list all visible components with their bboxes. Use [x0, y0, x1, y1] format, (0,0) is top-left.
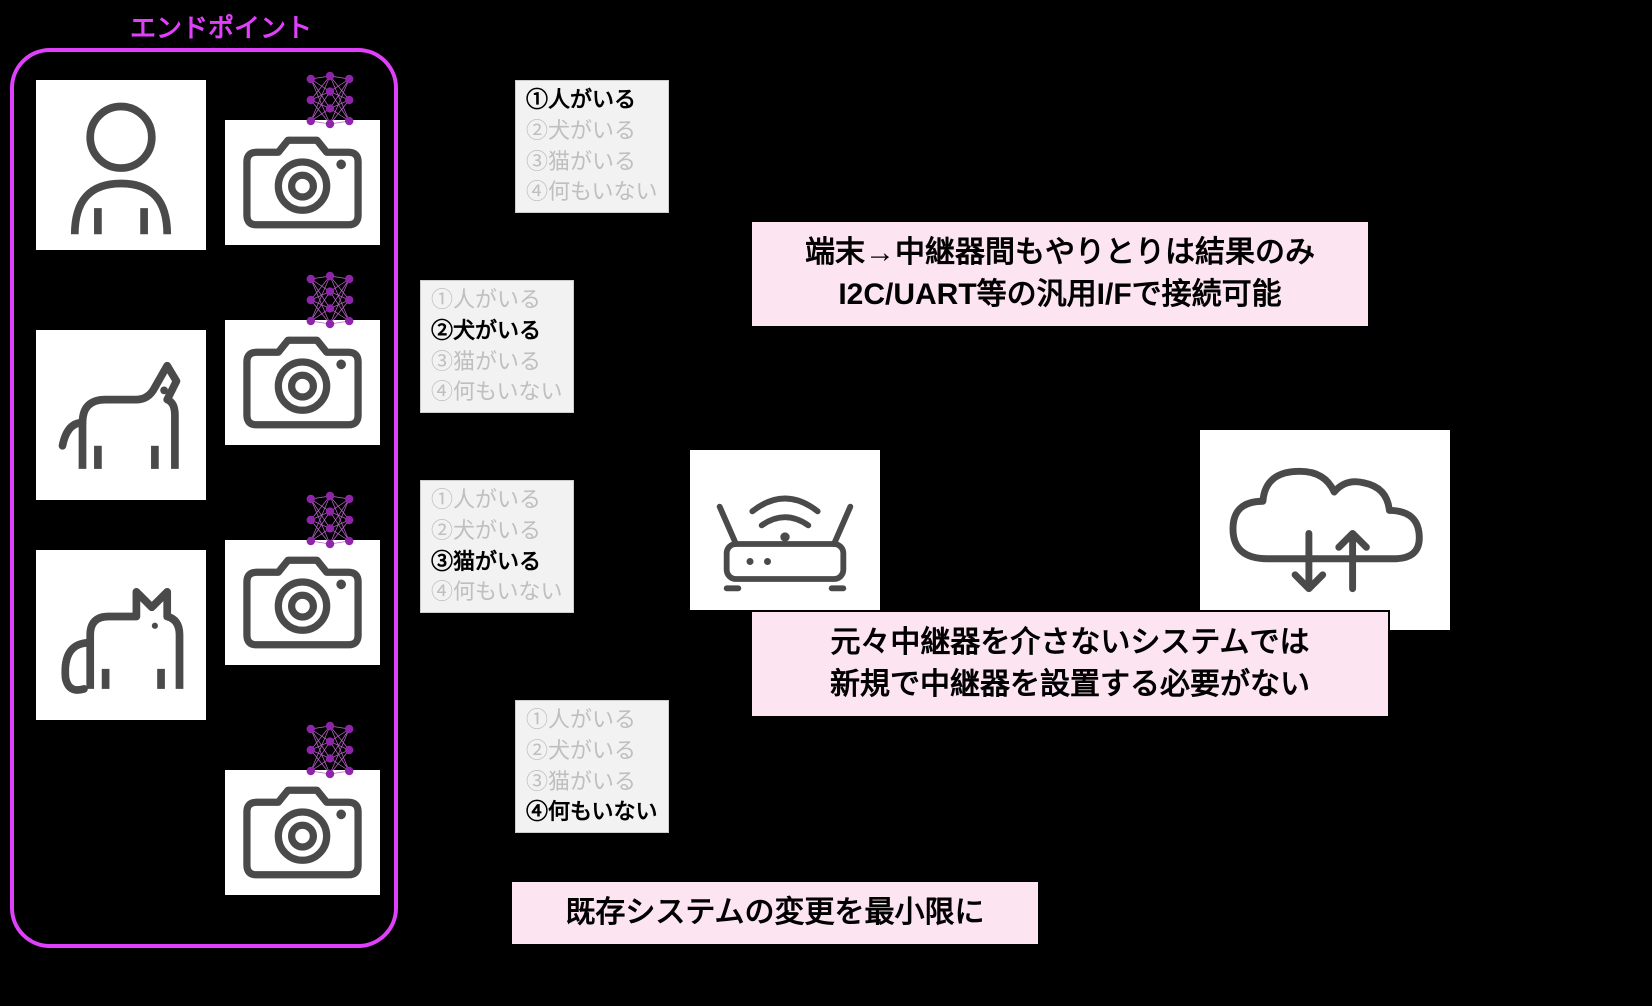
detection-option: ①人がいる — [526, 85, 658, 116]
callout-text: 新規で中継器を設置する必要がない — [830, 668, 1310, 701]
detection-option: ③猫がいる — [431, 347, 563, 378]
detection-option: ②犬がいる — [526, 116, 658, 147]
camera-icon — [225, 320, 380, 445]
detection-option: ④何もいない — [431, 377, 563, 408]
dog-icon — [36, 330, 206, 500]
callout-mid: 元々中継器を介さないシステムでは新規で中継器を設置する必要がない — [750, 610, 1390, 718]
detection-option: ④何もいない — [431, 577, 563, 608]
neural-net-icon — [290, 490, 370, 550]
camera-icon — [225, 770, 380, 895]
cat-icon — [36, 550, 206, 720]
detection-result-box: ①人がいる②犬がいる③猫がいる④何もいない — [515, 700, 669, 833]
camera-icon — [225, 120, 380, 245]
detection-option: ④何もいない — [526, 797, 658, 828]
callout-bottom: 既存システムの変更を最小限に — [510, 880, 1040, 946]
callout-text: 端末→中継器間もやりとりは結果のみ — [805, 236, 1315, 269]
cloud-icon — [1200, 430, 1450, 630]
detection-option: ②犬がいる — [526, 736, 658, 767]
person-icon — [36, 80, 206, 250]
neural-net-icon — [290, 70, 370, 130]
detection-result-box: ①人がいる②犬がいる③猫がいる④何もいない — [515, 80, 669, 213]
router-icon — [690, 450, 880, 610]
detection-option: ②犬がいる — [431, 316, 563, 347]
detection-option: ③猫がいる — [526, 147, 658, 178]
detection-result-box: ①人がいる②犬がいる③猫がいる④何もいない — [420, 480, 574, 613]
detection-option: ①人がいる — [526, 705, 658, 736]
callout-text: I2C/UART等の汎用I/Fで接続可能 — [838, 278, 1281, 311]
detection-option: ②犬がいる — [431, 516, 563, 547]
neural-net-icon — [290, 720, 370, 780]
detection-option: ③猫がいる — [526, 767, 658, 798]
endpoint-label: エンドポイント — [130, 8, 312, 45]
callout-text: 元々中継器を介さないシステムでは — [830, 626, 1309, 659]
detection-option: ③猫がいる — [431, 547, 563, 578]
detection-result-box: ①人がいる②犬がいる③猫がいる④何もいない — [420, 280, 574, 413]
camera-icon — [225, 540, 380, 665]
detection-option: ①人がいる — [431, 485, 563, 516]
detection-option: ①人がいる — [431, 285, 563, 316]
callout-top: 端末→中継器間もやりとりは結果のみ I2C/UART等の汎用I/Fで接続可能 — [750, 220, 1370, 328]
detection-option: ④何もいない — [526, 177, 658, 208]
callout-text: 既存システムの変更を最小限に — [565, 896, 984, 929]
neural-net-icon — [290, 270, 370, 330]
